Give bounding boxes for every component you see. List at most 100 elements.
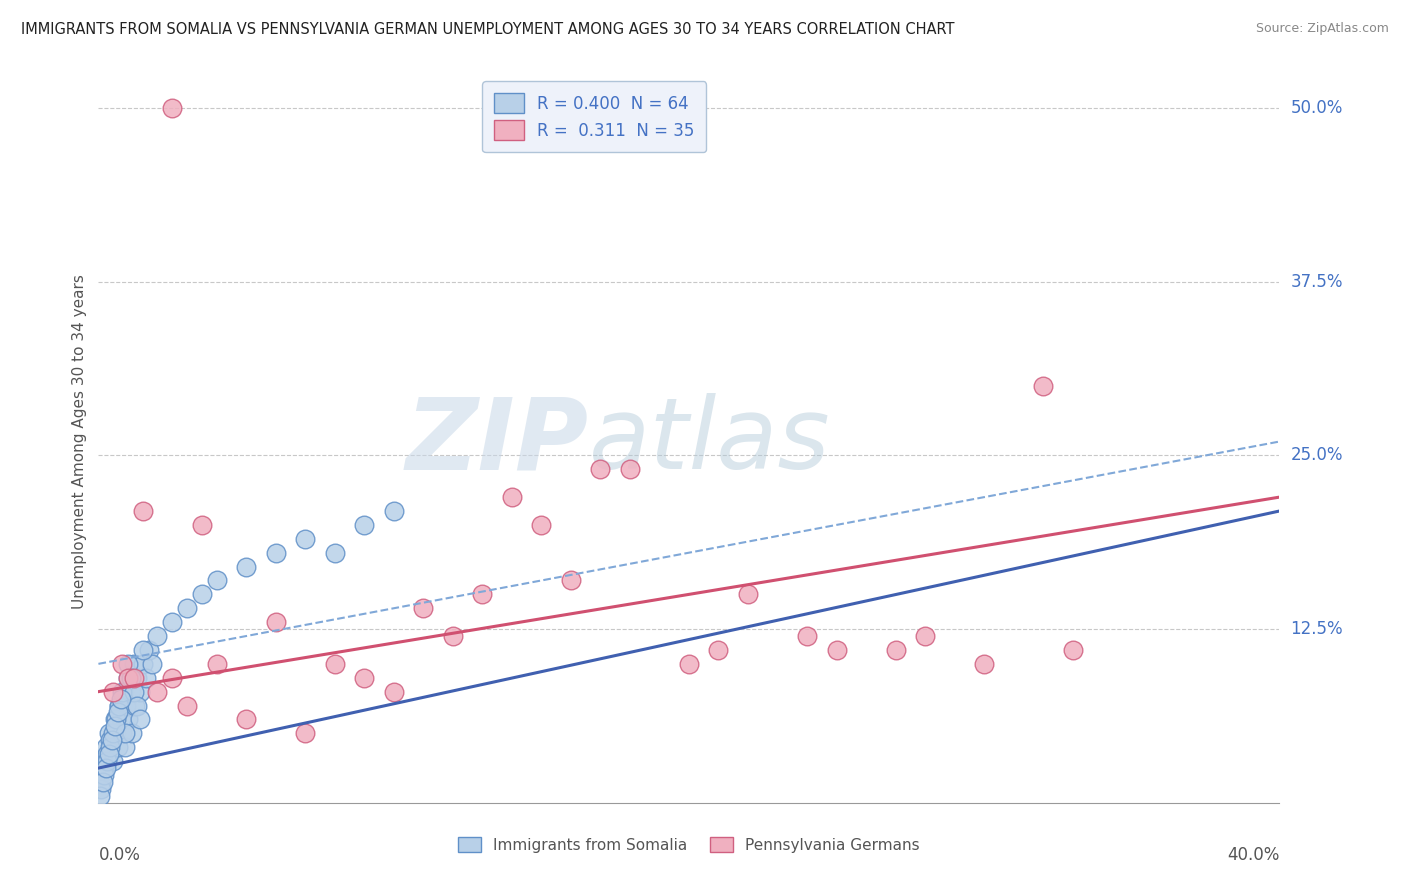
Point bbox=[100, 733, 122, 747]
Point bbox=[191, 517, 214, 532]
Point bbox=[103, 684, 125, 698]
Point bbox=[105, 713, 128, 727]
Point bbox=[93, 768, 115, 782]
Text: 40.0%: 40.0% bbox=[1227, 847, 1279, 864]
Point bbox=[264, 615, 287, 630]
Point bbox=[973, 657, 995, 671]
Point bbox=[323, 657, 346, 671]
Point bbox=[589, 462, 612, 476]
Point bbox=[235, 713, 257, 727]
Text: 12.5%: 12.5% bbox=[1291, 620, 1343, 638]
Point bbox=[112, 684, 135, 698]
Point bbox=[353, 517, 375, 532]
Point bbox=[124, 698, 146, 713]
Point bbox=[89, 768, 111, 782]
Point bbox=[90, 775, 112, 789]
Point bbox=[678, 657, 700, 671]
Point bbox=[125, 698, 148, 713]
Point bbox=[115, 698, 138, 713]
Point bbox=[141, 657, 163, 671]
Point bbox=[146, 684, 169, 698]
Point bbox=[117, 671, 139, 685]
Point bbox=[120, 684, 142, 698]
Point bbox=[294, 726, 316, 740]
Point bbox=[162, 615, 183, 630]
Point bbox=[162, 671, 183, 685]
Point bbox=[128, 684, 150, 698]
Point bbox=[104, 713, 127, 727]
Point bbox=[110, 691, 132, 706]
Text: 0.0%: 0.0% bbox=[98, 847, 141, 864]
Point bbox=[138, 643, 160, 657]
Point bbox=[135, 671, 157, 685]
Point bbox=[146, 629, 169, 643]
Point bbox=[120, 671, 142, 685]
Text: 25.0%: 25.0% bbox=[1291, 446, 1343, 465]
Point bbox=[97, 747, 120, 761]
Point bbox=[114, 740, 136, 755]
Point bbox=[91, 754, 114, 768]
Point bbox=[90, 781, 112, 796]
Point bbox=[191, 587, 214, 601]
Point bbox=[382, 684, 405, 698]
Point bbox=[122, 671, 145, 685]
Text: Source: ZipAtlas.com: Source: ZipAtlas.com bbox=[1256, 22, 1389, 36]
Text: ZIP: ZIP bbox=[405, 393, 589, 490]
Point bbox=[89, 789, 111, 803]
Point bbox=[707, 643, 730, 657]
Point bbox=[294, 532, 316, 546]
Point bbox=[111, 726, 134, 740]
Point bbox=[382, 504, 405, 518]
Legend: Immigrants from Somalia, Pennsylvania Germans: Immigrants from Somalia, Pennsylvania Ge… bbox=[450, 829, 928, 860]
Point bbox=[530, 517, 553, 532]
Point bbox=[110, 713, 132, 727]
Point bbox=[107, 740, 129, 755]
Point bbox=[441, 629, 464, 643]
Y-axis label: Unemployment Among Ages 30 to 34 years: Unemployment Among Ages 30 to 34 years bbox=[72, 274, 87, 609]
Point bbox=[122, 657, 145, 671]
Point bbox=[98, 733, 121, 747]
Point bbox=[97, 726, 120, 740]
Point bbox=[117, 657, 139, 671]
Point bbox=[176, 601, 198, 615]
Point bbox=[96, 754, 118, 768]
Point bbox=[796, 629, 818, 643]
Point bbox=[412, 601, 434, 615]
Point bbox=[111, 684, 134, 698]
Point bbox=[105, 726, 128, 740]
Point bbox=[235, 559, 257, 574]
Point bbox=[323, 546, 346, 560]
Point bbox=[132, 504, 155, 518]
Point bbox=[111, 657, 134, 671]
Point bbox=[353, 671, 375, 685]
Point bbox=[121, 726, 143, 740]
Point bbox=[1032, 379, 1054, 393]
Point bbox=[114, 726, 136, 740]
Point bbox=[132, 657, 155, 671]
Point bbox=[1062, 643, 1084, 657]
Point bbox=[560, 574, 582, 588]
Point bbox=[619, 462, 641, 476]
Point bbox=[117, 671, 139, 685]
Text: 50.0%: 50.0% bbox=[1291, 99, 1343, 117]
Point bbox=[132, 643, 155, 657]
Point bbox=[125, 671, 148, 685]
Point bbox=[884, 643, 907, 657]
Point bbox=[162, 101, 183, 115]
Point bbox=[104, 719, 127, 733]
Point bbox=[128, 713, 150, 727]
Point bbox=[96, 747, 118, 761]
Point bbox=[94, 761, 117, 775]
Point bbox=[825, 643, 848, 657]
Point bbox=[91, 775, 114, 789]
Point bbox=[107, 706, 129, 720]
Point bbox=[93, 761, 115, 775]
Point bbox=[205, 657, 228, 671]
Point bbox=[122, 684, 145, 698]
Point bbox=[737, 587, 759, 601]
Text: IMMIGRANTS FROM SOMALIA VS PENNSYLVANIA GERMAN UNEMPLOYMENT AMONG AGES 30 TO 34 : IMMIGRANTS FROM SOMALIA VS PENNSYLVANIA … bbox=[21, 22, 955, 37]
Point bbox=[103, 726, 125, 740]
Point bbox=[471, 587, 494, 601]
Point bbox=[501, 490, 523, 504]
Point bbox=[98, 740, 121, 755]
